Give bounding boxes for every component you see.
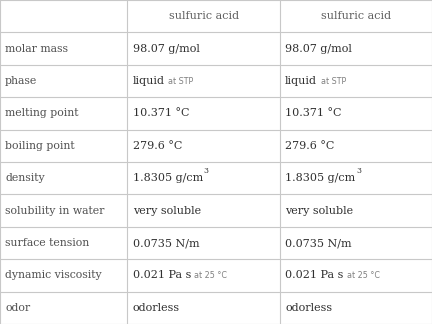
Text: odor: odor [5,303,30,313]
Text: odorless: odorless [285,303,332,313]
Text: sulfuric acid: sulfuric acid [321,11,391,21]
Text: very soluble: very soluble [285,206,353,215]
Text: solubility in water: solubility in water [5,206,105,215]
Text: 0.021 Pa s: 0.021 Pa s [285,271,343,280]
Text: liquid: liquid [133,76,165,86]
Text: 279.6 °C: 279.6 °C [133,141,182,151]
Text: at 25 °C: at 25 °C [347,271,380,280]
Text: 3: 3 [356,167,361,175]
Text: phase: phase [5,76,38,86]
Text: 10.371 °C: 10.371 °C [133,109,189,118]
Text: sulfuric acid: sulfuric acid [168,11,239,21]
Text: 279.6 °C: 279.6 °C [285,141,334,151]
Text: at 25 °C: at 25 °C [194,271,228,280]
Text: density: density [5,173,45,183]
Text: 0.021 Pa s: 0.021 Pa s [133,271,191,280]
Text: 98.07 g/mol: 98.07 g/mol [133,44,200,53]
Text: boiling point: boiling point [5,141,75,151]
Text: dynamic viscosity: dynamic viscosity [5,271,102,280]
Text: 0.0735 N/m: 0.0735 N/m [133,238,199,248]
Text: 1.8305 g/cm: 1.8305 g/cm [285,173,356,183]
Text: liquid: liquid [285,76,317,86]
Text: 3: 3 [204,167,209,175]
Text: at STP: at STP [321,76,346,86]
Text: at STP: at STP [168,76,194,86]
Text: surface tension: surface tension [5,238,89,248]
Text: 0.0735 N/m: 0.0735 N/m [285,238,352,248]
Text: 10.371 °C: 10.371 °C [285,109,342,118]
Text: 1.8305 g/cm: 1.8305 g/cm [133,173,203,183]
Text: odorless: odorless [133,303,180,313]
Text: melting point: melting point [5,109,79,118]
Text: 98.07 g/mol: 98.07 g/mol [285,44,352,53]
Text: molar mass: molar mass [5,44,68,53]
Text: very soluble: very soluble [133,206,201,215]
